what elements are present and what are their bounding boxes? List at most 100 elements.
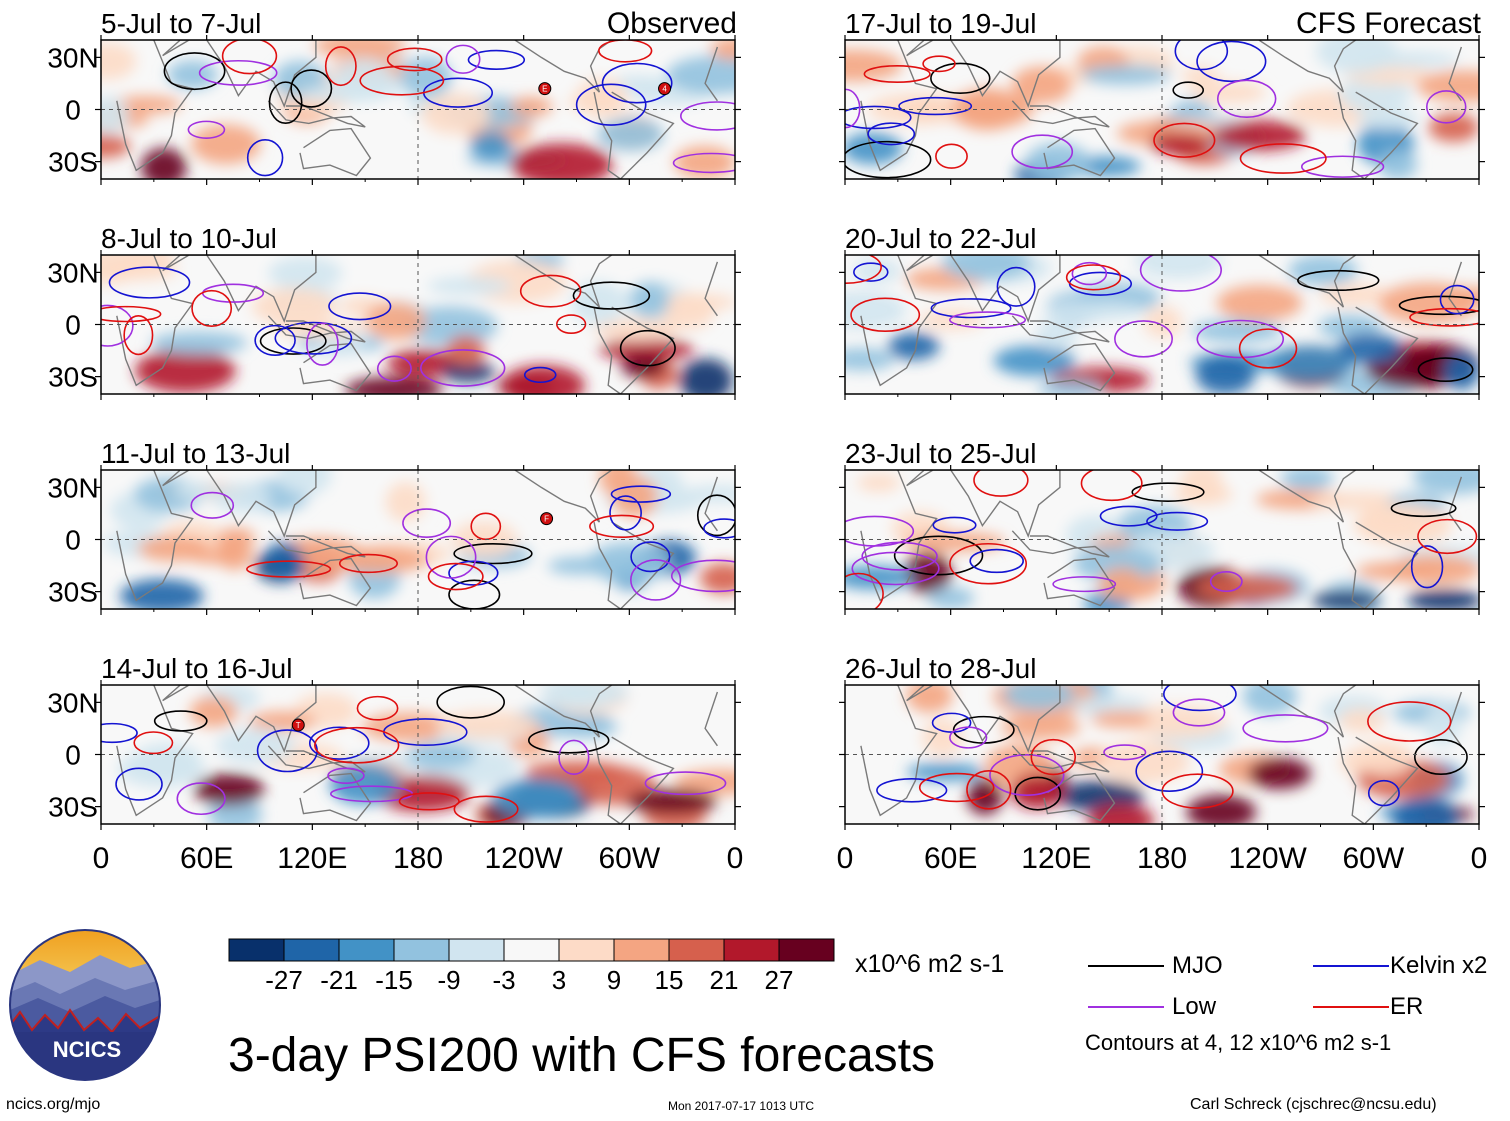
contour-mjo xyxy=(619,329,676,367)
contour-low xyxy=(1196,319,1285,359)
coastline xyxy=(1043,342,1116,392)
contour-low xyxy=(420,349,506,387)
contour-low xyxy=(425,535,477,579)
anomaly-blob xyxy=(273,321,364,338)
anomaly-blob xyxy=(406,741,476,769)
column-header: Observed xyxy=(607,7,737,40)
coastline xyxy=(906,470,1061,538)
contour-low xyxy=(187,120,226,139)
anomaly-blob xyxy=(216,539,253,571)
anomaly-blob xyxy=(134,348,236,393)
panel-date-range: 20-Jul to 22-Jul xyxy=(845,223,1036,254)
anomaly-blob xyxy=(1288,255,1358,286)
colorbar-label: 21 xyxy=(710,965,739,995)
contour-low xyxy=(672,152,735,174)
anomaly-blob xyxy=(1247,757,1312,790)
coastline xyxy=(1337,91,1419,179)
anomaly-blob xyxy=(491,778,582,819)
contour-kelvin xyxy=(274,321,353,355)
anomaly-blob xyxy=(421,92,490,135)
contour-low xyxy=(1242,714,1329,743)
y-tick-label: 30S xyxy=(48,792,98,823)
y-tick-label: 30N xyxy=(47,257,98,288)
contour-low xyxy=(630,559,682,601)
contour-mjo xyxy=(268,81,303,125)
coastline xyxy=(514,255,613,308)
map-panel: F 30N 0 30S 11-Jul to 13-Jul xyxy=(47,438,741,615)
y-tick-label: 30N xyxy=(47,687,98,718)
panel-date-range: 5-Jul to 7-Jul xyxy=(101,8,261,39)
contour-er xyxy=(101,305,162,323)
contour-kelvin xyxy=(601,62,673,104)
map-panel: 17-Jul to 19-Jul CFS Forecast xyxy=(839,7,1485,185)
contour-er xyxy=(221,40,278,75)
anomaly-blob xyxy=(1280,470,1334,491)
colorbar-swatch xyxy=(558,938,615,962)
coastline xyxy=(162,255,317,323)
map-panel: E 4 30N 0 30S 5-Jul to 7-Jul Observed xyxy=(47,7,741,185)
contour-low xyxy=(1071,261,1108,286)
anomaly-blob xyxy=(1196,574,1299,602)
storm-marker-letter: T xyxy=(296,721,301,730)
anomaly-blob xyxy=(611,475,658,518)
anomaly-blob xyxy=(277,470,332,496)
anomaly-blob xyxy=(597,118,664,151)
x-tick-label: 0 xyxy=(1471,842,1488,875)
coastline xyxy=(906,685,1061,753)
contour-kelvin xyxy=(876,777,948,803)
legend-label-kelvin: Kelvin x2 xyxy=(1390,952,1488,979)
coastline xyxy=(116,40,719,172)
contour-er xyxy=(338,553,398,574)
coastline xyxy=(162,470,317,538)
contour-low xyxy=(376,355,412,382)
contour-mjo xyxy=(1417,357,1474,383)
y-tick-label: 0 xyxy=(65,310,81,341)
anomaly-blob xyxy=(1357,108,1420,130)
anomaly-blob xyxy=(593,317,680,341)
anomaly-blob xyxy=(329,546,429,574)
anomaly-blob xyxy=(1191,319,1283,343)
contour-low xyxy=(198,59,278,86)
anomaly-shading xyxy=(101,40,735,179)
colorbar-swatch xyxy=(283,938,340,962)
coastline xyxy=(299,772,372,822)
contour-kelvin xyxy=(246,139,284,177)
contour-kelvin xyxy=(1099,505,1158,527)
coastline xyxy=(162,685,317,753)
colorbar-swatch xyxy=(338,938,395,962)
colorbar-swatch xyxy=(228,938,285,962)
contour-low xyxy=(1172,698,1226,727)
colorbar-label: 27 xyxy=(765,965,794,995)
coastline xyxy=(1258,255,1357,308)
anomaly-blob xyxy=(547,557,612,575)
anomaly-blob xyxy=(1318,314,1382,340)
contour-er xyxy=(845,572,884,609)
anomaly-blob xyxy=(1407,589,1479,609)
x-tick-label: 0 xyxy=(837,842,854,875)
contour-kelvin xyxy=(1135,750,1204,793)
anomaly-blob xyxy=(921,718,964,757)
ncics-logo: NCICS xyxy=(9,929,161,1081)
y-tick-label: 30S xyxy=(48,577,98,608)
contour-mjo xyxy=(163,52,226,91)
anomaly-blob xyxy=(1190,81,1267,104)
contour-mjo xyxy=(572,281,651,310)
anomaly-blob xyxy=(173,481,220,500)
anomaly-blob xyxy=(1338,75,1412,113)
coastline xyxy=(1337,736,1419,824)
anomaly-blob xyxy=(132,742,202,780)
storm-marker xyxy=(538,82,552,96)
contour-low xyxy=(1425,90,1467,124)
anomaly-blob xyxy=(500,364,585,394)
anomaly-blob xyxy=(313,40,407,59)
anomaly-blob xyxy=(510,96,553,117)
contour-kelvin xyxy=(1163,685,1237,712)
author-credit: Carl Schreck (cjschrec@ncsu.edu) xyxy=(1190,1096,1437,1113)
contour-er xyxy=(1030,738,1077,776)
contour-low xyxy=(1114,320,1173,358)
coastline xyxy=(116,470,719,602)
column-header: CFS Forecast xyxy=(1296,7,1482,40)
colorbar-label: 15 xyxy=(655,965,684,995)
contour-low xyxy=(558,739,590,776)
site-link[interactable]: ncics.org/mjo xyxy=(6,1096,101,1113)
